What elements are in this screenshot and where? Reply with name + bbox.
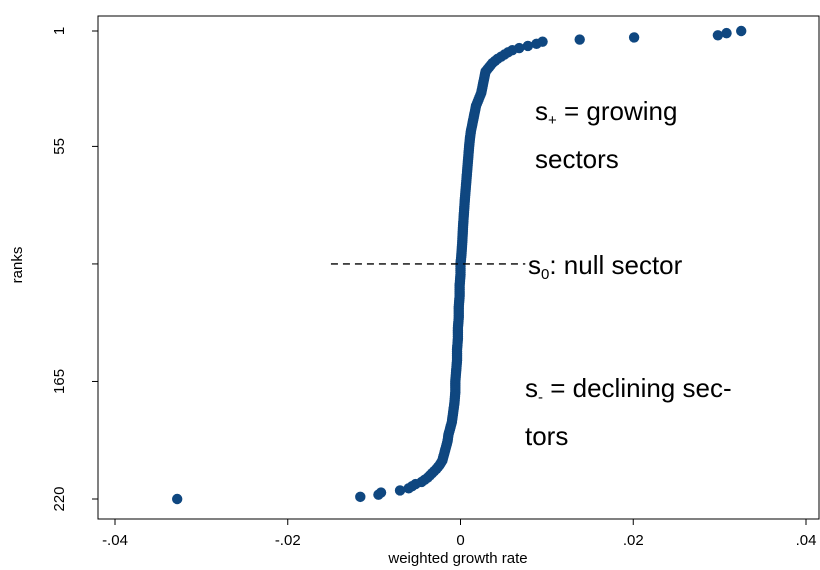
data-point	[394, 485, 406, 496]
y-tick-label: 55	[51, 138, 68, 155]
data-point	[721, 27, 732, 39]
x-tick-label: -.02	[275, 532, 301, 549]
data-point	[736, 25, 747, 37]
data-point	[531, 38, 542, 50]
data-points	[171, 25, 747, 505]
data-point	[171, 493, 183, 505]
data-point	[406, 480, 418, 492]
data-point	[522, 40, 534, 52]
data-point	[373, 489, 384, 500]
data-point	[574, 34, 585, 45]
x-tick-label: .02	[623, 532, 644, 549]
plot-frame	[97, 15, 820, 520]
annotation-text: sectors	[535, 144, 619, 174]
x-axis-label: weighted growth rate	[387, 550, 527, 567]
data-point	[628, 32, 640, 43]
y-tick-label: 220	[51, 486, 68, 511]
x-tick-label: -.04	[102, 532, 128, 549]
data-point	[419, 474, 430, 485]
y-tick-label: 165	[51, 369, 68, 394]
annotations: s+ = growing sectors s0: null sector s- = d…	[525, 96, 732, 451]
annotation-text: tors	[525, 421, 568, 451]
y-tick-label: 1	[51, 27, 68, 35]
annotation-text: s+ = growing	[535, 96, 677, 129]
x-tick-label: .04	[796, 532, 817, 549]
annotation-text: s- = declining sec-	[525, 373, 732, 406]
y-axis-label: ranks	[9, 247, 26, 284]
x-tick-label: 0	[456, 532, 464, 549]
annotation-text: s0: null sector	[528, 250, 683, 283]
data-point	[355, 491, 366, 503]
data-point	[712, 30, 724, 41]
axes: -.04 -.02 0 .02 .04 1 55 165 220	[51, 15, 820, 549]
